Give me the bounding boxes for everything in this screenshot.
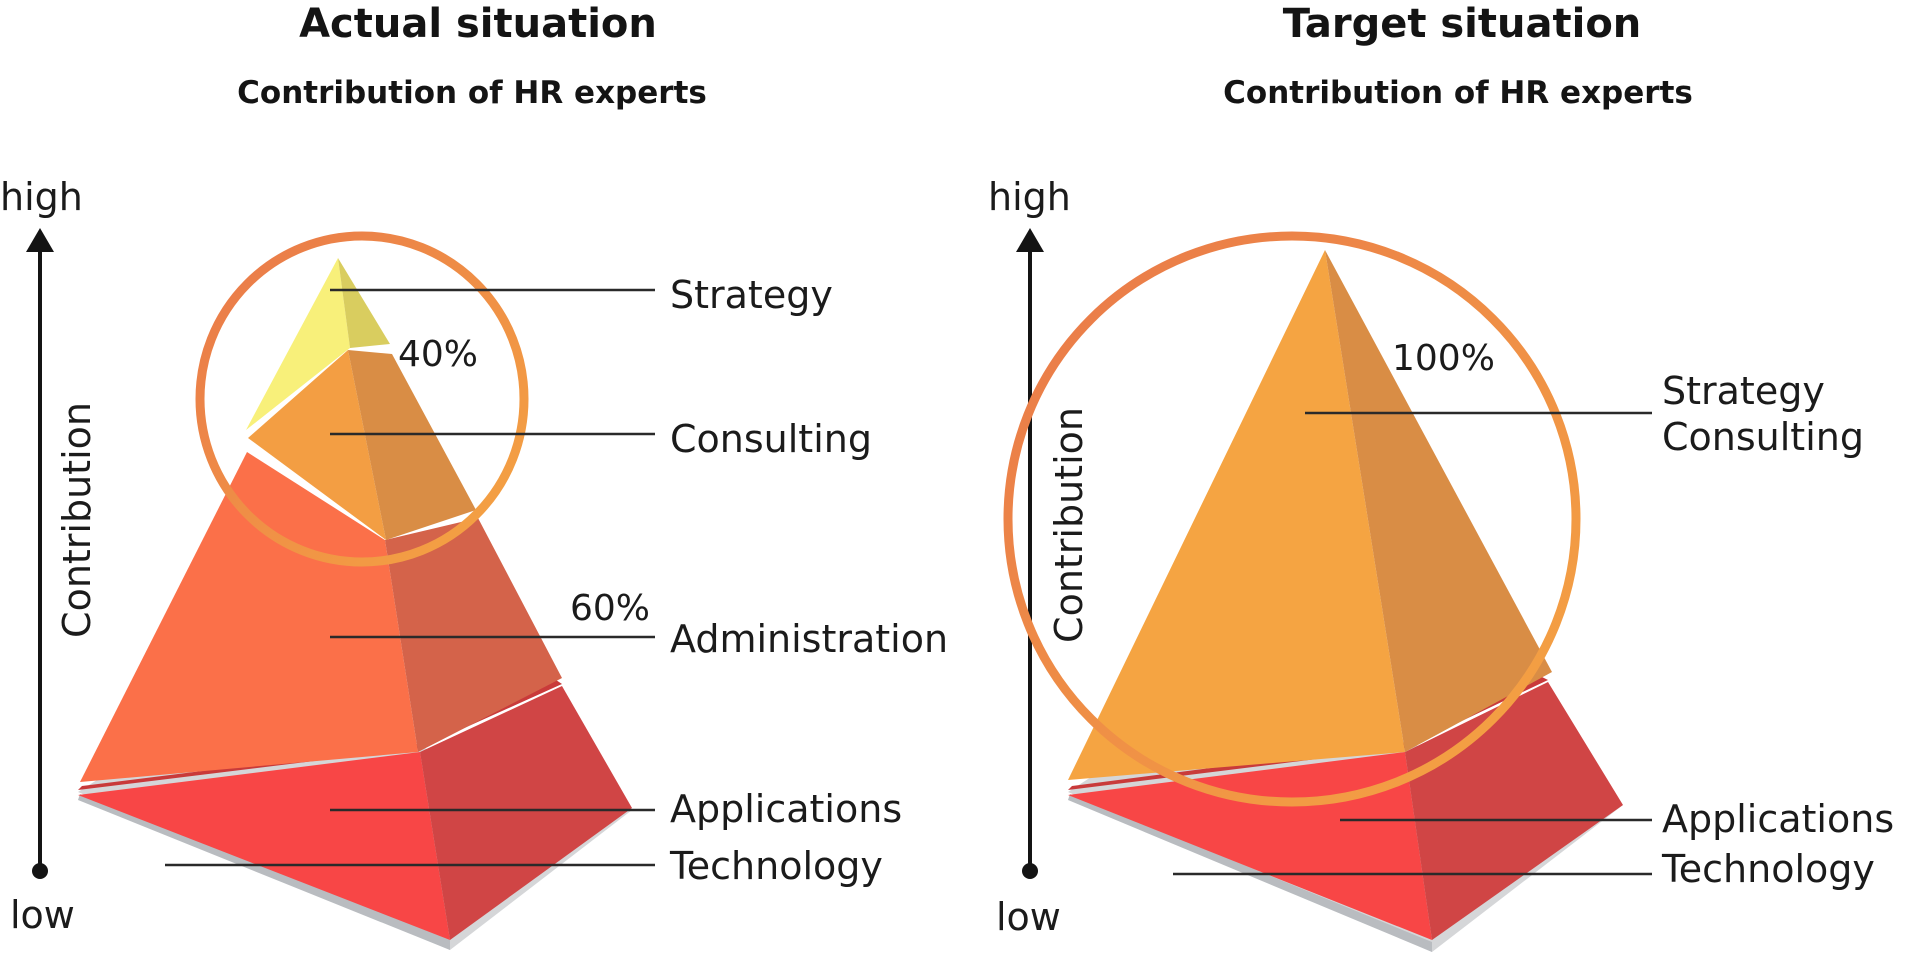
layer-label-technology: Technology bbox=[1661, 847, 1875, 891]
axis-label-high: high bbox=[0, 175, 83, 219]
strategy-consulting-layer-side bbox=[1325, 250, 1552, 752]
layer-label-technology: Technology bbox=[669, 844, 883, 888]
panel-subtitle: Contribution of HR experts bbox=[1223, 75, 1693, 111]
consulting-layer-side bbox=[348, 350, 476, 540]
percentage-upper: 40% bbox=[398, 334, 478, 375]
applications-layer-side bbox=[420, 686, 632, 940]
axis-title: Contribution bbox=[55, 402, 99, 638]
administration-layer-side bbox=[385, 518, 562, 752]
axis-origin-dot bbox=[1022, 863, 1038, 879]
panel-target: Target situation Contribution of HR expe… bbox=[988, 1, 1894, 952]
layer-label-administration: Administration bbox=[670, 617, 948, 661]
strategy-layer-front bbox=[246, 258, 350, 430]
pyramid-shadow-edge bbox=[78, 794, 450, 950]
contribution-axis: high low Contribution bbox=[988, 175, 1091, 939]
layer-label-strategy: Strategy bbox=[670, 273, 833, 317]
axis-origin-dot bbox=[32, 863, 48, 879]
pyramid-target bbox=[1068, 250, 1623, 952]
panel-subtitle: Contribution of HR experts bbox=[237, 75, 707, 111]
administration-layer-front bbox=[80, 452, 418, 782]
axis-label-low: low bbox=[10, 893, 75, 937]
layer-labels-target: Strategy Consulting Applications Technol… bbox=[1173, 338, 1894, 891]
strategy-consulting-layer-front bbox=[1068, 250, 1405, 780]
applications-layer-front bbox=[78, 752, 450, 940]
highlight-circle bbox=[195, 231, 529, 567]
axis-label-high: high bbox=[988, 175, 1071, 219]
panel-actual: Actual situation Contribution of HR expe… bbox=[0, 1, 948, 950]
layer-labels-actual: Strategy Consulting Administration Appli… bbox=[165, 273, 948, 888]
pyramid-actual bbox=[78, 258, 632, 950]
axis-arrow-icon bbox=[26, 228, 54, 252]
axis-title: Contribution bbox=[1047, 407, 1091, 643]
consulting-layer-front bbox=[248, 350, 386, 540]
layer-label-consulting: Consulting bbox=[1662, 415, 1864, 459]
panel-title: Actual situation bbox=[299, 1, 657, 47]
axis-arrow-icon bbox=[1016, 228, 1044, 252]
layer-label-applications: Applications bbox=[670, 787, 902, 831]
highlight-circle bbox=[1003, 231, 1581, 807]
contribution-axis: high low Contribution bbox=[0, 175, 99, 937]
layer-label-strategy: Strategy bbox=[1662, 369, 1825, 413]
strategy-layer-side bbox=[338, 258, 390, 348]
percentage-lower: 60% bbox=[570, 588, 650, 629]
panel-title: Target situation bbox=[1283, 1, 1642, 47]
percentage-label: 100% bbox=[1392, 338, 1495, 379]
layer-label-applications: Applications bbox=[1662, 797, 1894, 841]
axis-label-low: low bbox=[996, 895, 1061, 939]
layer-label-consulting: Consulting bbox=[670, 417, 872, 461]
